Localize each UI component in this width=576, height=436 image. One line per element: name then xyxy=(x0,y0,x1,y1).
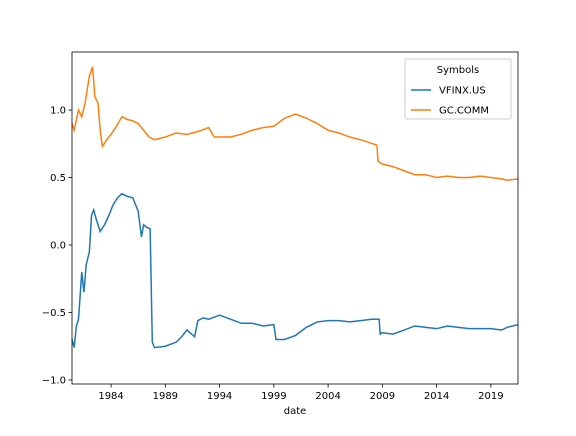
x-tick-label: 2019 xyxy=(478,391,503,402)
x-axis-label: date xyxy=(284,406,307,417)
axes-frame xyxy=(71,51,519,385)
x-tick-label: 2004 xyxy=(315,391,340,402)
x-tick-label: 1999 xyxy=(261,391,286,402)
series-line xyxy=(71,192,519,349)
x-tick-label: 1989 xyxy=(153,391,178,402)
y-tick-label: 0.5 xyxy=(50,173,66,184)
legend-label: VFINX.US xyxy=(439,86,486,97)
series-line xyxy=(71,66,519,181)
x-tick-label: 2009 xyxy=(370,391,395,402)
x-tick-label: 1994 xyxy=(207,391,232,402)
legend-box xyxy=(404,58,512,120)
y-tick-label: −1.0 xyxy=(42,375,66,386)
y-tick-label: 1.0 xyxy=(50,106,66,117)
legend-title: Symbols xyxy=(437,65,479,76)
x-tick-label: 2014 xyxy=(424,391,449,402)
x-tick-label: 1984 xyxy=(98,391,123,402)
y-tick-label: 0.0 xyxy=(50,240,66,251)
y-tick-label: −0.5 xyxy=(42,308,66,319)
legend-label: GC.COMM xyxy=(439,106,489,117)
